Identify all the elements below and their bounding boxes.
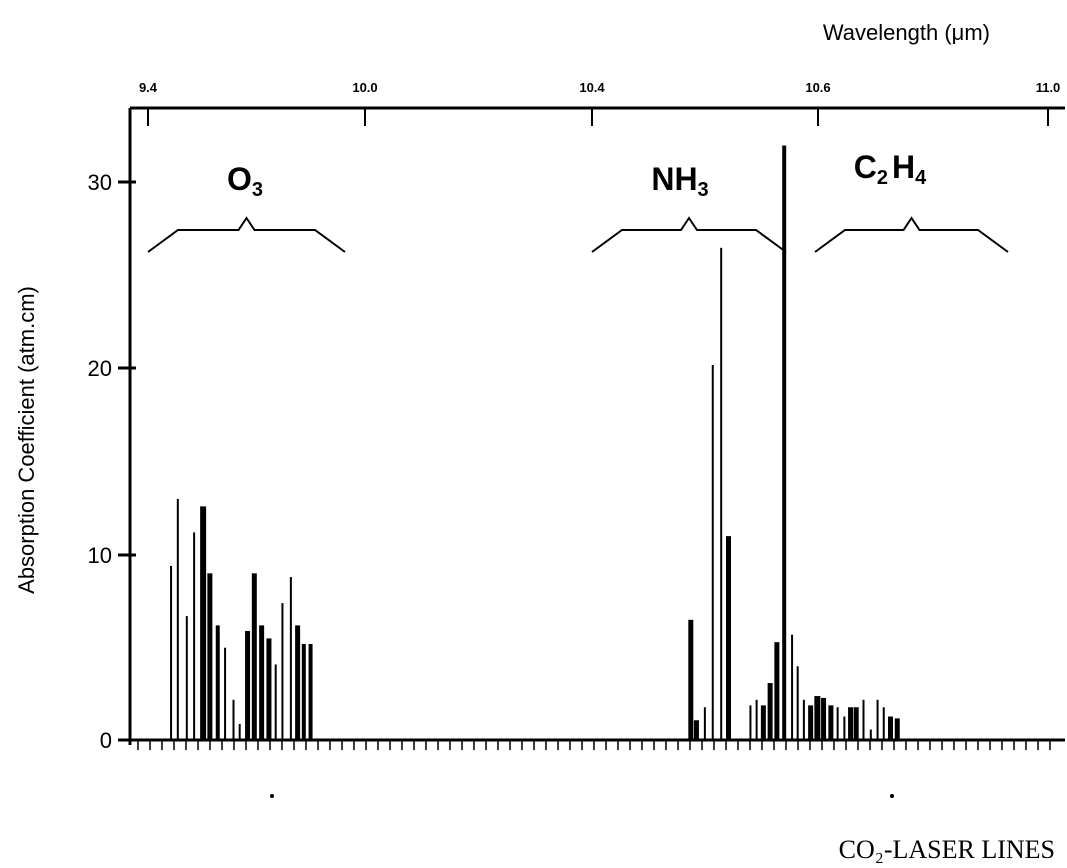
species-label: O3 xyxy=(227,161,263,201)
y-tick-label: 10 xyxy=(88,543,112,568)
absorption-bar xyxy=(251,573,257,740)
absorption-bar xyxy=(749,705,752,740)
absorption-bar xyxy=(894,718,900,740)
absorption-bar xyxy=(843,716,846,740)
absorption-bar xyxy=(215,625,220,740)
absorption-bar xyxy=(755,699,758,740)
absorption-bar xyxy=(259,625,265,740)
x-tick-label-top: 9.4 xyxy=(139,80,158,95)
absorption-bar xyxy=(848,707,854,740)
absorption-bar xyxy=(266,638,272,740)
species-bracket xyxy=(814,216,1009,253)
absorption-bar xyxy=(821,697,827,740)
absorption-bar xyxy=(238,723,241,740)
absorption-bar xyxy=(808,705,814,740)
absorption-bar xyxy=(295,625,301,740)
absorption-bar xyxy=(774,642,780,740)
absorption-bar xyxy=(281,603,284,740)
absorption-bar xyxy=(711,365,714,740)
absorption-bar xyxy=(853,707,859,740)
x-axis-title-bottom: CO₂-LASER LINES xyxy=(839,835,1055,864)
absorption-bar xyxy=(720,247,723,740)
x-axis-title-top: Wavelength (μm) xyxy=(823,20,990,45)
y-tick-label: 30 xyxy=(88,170,112,195)
absorption-bar xyxy=(688,619,694,740)
absorption-bar xyxy=(170,565,173,740)
x-tick-label-top: 10.4 xyxy=(579,80,605,95)
absorption-bar xyxy=(802,699,805,740)
absorption-bar xyxy=(207,573,213,740)
absorption-bar xyxy=(767,683,773,740)
absorption-bar xyxy=(301,644,306,740)
absorption-bar xyxy=(224,647,227,740)
absorption-bar xyxy=(796,666,799,740)
y-tick-label: 20 xyxy=(88,356,112,381)
absorption-bar xyxy=(782,145,787,740)
species-groups: O3 NH3 C2 H4 xyxy=(147,149,1009,253)
absorption-bar xyxy=(289,577,292,740)
absorption-bar xyxy=(693,720,699,740)
absorption-bar xyxy=(232,699,235,740)
absorption-bar xyxy=(245,630,251,740)
x-tick-label-top: 11.0 xyxy=(1036,80,1061,95)
absorption-bar xyxy=(791,634,794,740)
species-label: NH3 xyxy=(651,161,708,201)
absorption-bar xyxy=(703,707,706,740)
x-tick-label-top: 10.6 xyxy=(805,80,830,95)
absorption-bar xyxy=(274,664,277,740)
absorption-bar xyxy=(836,707,839,740)
absorption-bar xyxy=(200,506,207,740)
x-tick-label-top: 10.0 xyxy=(352,80,377,95)
bars-layer xyxy=(170,145,900,740)
axes-layer: 0 10 20 30 9.4 10.0 10.4 10.6 11.0 xyxy=(88,80,1065,753)
y-tick-label: 0 xyxy=(100,728,112,753)
species-label: C2 H4 xyxy=(854,149,927,189)
marker-dot xyxy=(890,794,894,798)
absorption-bar xyxy=(814,696,821,740)
absorption-bar xyxy=(888,716,893,740)
absorption-bar xyxy=(185,616,188,740)
absorption-bar xyxy=(828,705,834,740)
absorption-bar xyxy=(760,705,766,740)
absorption-bar xyxy=(308,644,313,740)
marker-dot xyxy=(270,794,274,798)
absorption-bar xyxy=(726,536,731,740)
species-bracket xyxy=(147,216,346,253)
absorption-bar xyxy=(882,707,885,740)
absorption-bar xyxy=(869,729,872,740)
absorption-bar xyxy=(876,699,879,740)
absorption-bar xyxy=(862,699,865,740)
y-axis-title: Absorption Coefficient (atm.cm) xyxy=(14,286,39,594)
absorption-bar xyxy=(176,498,179,740)
absorption-bar xyxy=(193,532,196,740)
species-bracket xyxy=(591,216,787,253)
